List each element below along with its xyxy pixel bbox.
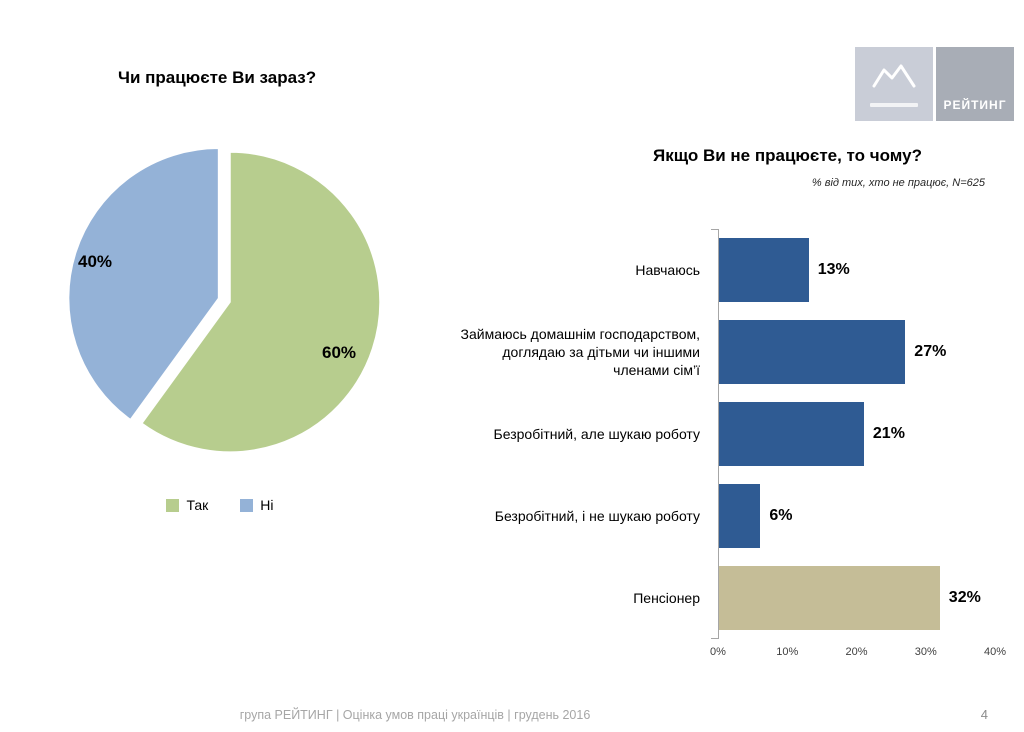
bar-value-label: 13% [817,261,850,278]
bar-domashnie-hospodarstvo [719,320,906,384]
x-tick: 40% [983,646,1007,658]
legend-swatch-tak [166,498,180,512]
bar-value-label: 27% [914,343,947,360]
bar-category-label: Навчаюсь [635,261,700,278]
bar-bezrobitnyi-shukayu [719,402,864,466]
pie-data-label-tak: 60% [322,343,357,362]
x-tick: 20% [845,646,868,658]
x-axis-ticks: 0% 10% 20% 30% 40% [710,639,1006,665]
bar-row: Безробітний, але шукаю роботу 21% [450,393,995,475]
x-tick: 30% [914,646,937,658]
bar-row: Займаюсь домашнім господарством, догляда… [450,311,995,393]
rating-group-logo [855,47,933,121]
legend-item-tak: Так [166,497,208,513]
bar-chart-title: Якщо Ви не працюєте, то чому? [653,146,922,165]
bar-category-label: Займаюсь домашнім господарством, догляда… [460,325,701,379]
pie-data-label-ni: 40% [78,252,113,271]
legend-item-ni: Ні [240,497,274,513]
bar-track: 13% [711,229,995,311]
bar-bezrobitnyi-ne-shukayu [719,484,761,548]
bar-category-label: Безробітний, і не шукаю роботу [494,507,700,524]
bar-row: Навчаюсь 13% [450,229,995,311]
logo-caption-placeholder [870,103,918,107]
bar-navchayus [719,238,809,302]
legend-swatch-ni [240,498,254,512]
pie-slice-Так [140,151,381,453]
pie-slice-Ні [67,147,220,421]
bar-category-label: Безробітний, але шукаю роботу [493,425,700,442]
rating-wordmark-logo: РЕЙТИНГ [936,47,1014,121]
legend-label-ni: Ні [260,497,274,513]
pie-chart: 60% 40% [60,140,410,480]
bar-chart: Якщо Ви не працюєте, то чому? % від тих,… [450,146,1007,665]
mountain-icon [872,64,916,88]
x-axis: 0% 10% 20% 30% 40% [450,639,1006,665]
pie-svg [67,147,381,453]
bar-row: Пенсіонер 32% [450,557,995,639]
bar-track: 32% [711,557,995,639]
bar-category-label: Пенсіонер [633,589,700,606]
slide-footer: група РЕЙТИНГ | Оцінка умов праці україн… [239,708,591,722]
bar-value-label: 21% [872,425,905,442]
x-tick: 10% [776,646,799,658]
legend-label-tak: Так [186,497,209,513]
page-number: 4 [980,707,988,722]
bar-chart-subtitle: % від тих, хто не працює, N=625 [811,177,985,189]
pie-legend: Так Ні [45,497,395,513]
bar-pensioner [719,566,940,630]
bar-plot-area: Навчаюсь 13% Займаюсь домашнім господарс… [450,229,995,639]
logo-group: РЕЙТИНГ [855,47,1014,121]
bar-value-label: 6% [769,507,793,524]
bar-track: 6% [718,475,995,557]
pie-chart-title: Чи працюєте Ви зараз? [118,68,317,87]
rating-wordmark: РЕЙТИНГ [943,98,1007,112]
bar-row: Безробітний, і не шукаю роботу 6% [450,475,995,557]
bar-track: 27% [718,311,995,393]
bar-value-label: 32% [948,589,981,606]
x-tick: 0% [710,646,726,658]
bar-track: 21% [718,393,995,475]
